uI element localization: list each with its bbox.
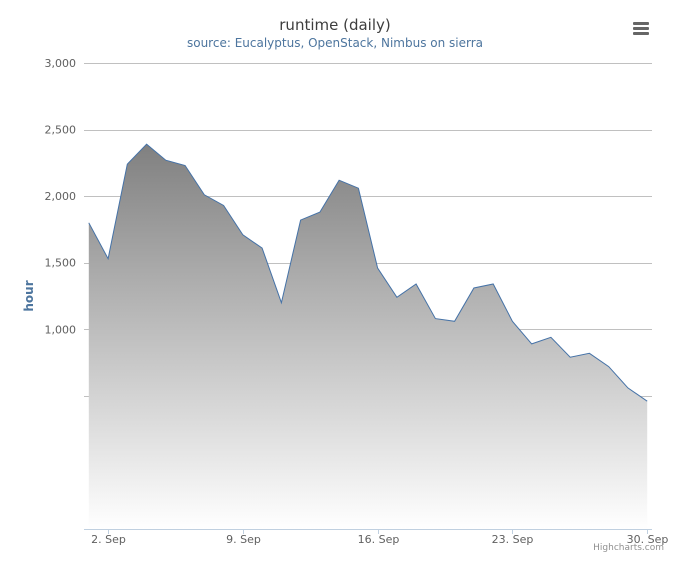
chart-title: runtime (daily) — [279, 16, 391, 34]
series-line[interactable] — [88, 143, 648, 402]
data-point[interactable] — [182, 163, 188, 169]
y-tick-label: 2,000 — [45, 190, 77, 203]
data-point[interactable] — [355, 185, 361, 191]
x-tick-label: 30. Sep — [627, 533, 669, 546]
x-tick-label: 9. Sep — [226, 533, 261, 546]
data-point[interactable] — [144, 141, 150, 147]
series-area — [86, 141, 650, 529]
data-point[interactable] — [375, 265, 381, 271]
y-tick-label: 1,500 — [45, 257, 77, 270]
data-point[interactable] — [644, 398, 650, 404]
data-point[interactable] — [259, 245, 265, 251]
chart-subtitle: source: Eucalyptus, OpenStack, Nimbus on… — [186, 36, 484, 50]
data-point[interactable] — [298, 217, 304, 223]
data-point[interactable] — [413, 281, 419, 287]
data-point[interactable] — [201, 192, 207, 198]
x-tick-label: 23. Sep — [492, 533, 534, 546]
x-tick-label: 16. Sep — [358, 533, 400, 546]
axes: 3,000 2,500 2,000 1,500 1,000 2. Sep 9. Sep 16.… — [45, 57, 669, 546]
export-menu-icon[interactable] — [628, 20, 654, 40]
data-point[interactable] — [278, 300, 284, 306]
data-point[interactable] — [163, 157, 169, 163]
data-point[interactable] — [567, 354, 573, 360]
data-point[interactable] — [394, 294, 400, 300]
data-point[interactable] — [86, 220, 92, 226]
data-point[interactable] — [606, 364, 612, 370]
data-point[interactable] — [432, 316, 438, 322]
data-point[interactable] — [509, 318, 515, 324]
data-point[interactable] — [529, 341, 535, 347]
y-tick-label: 1,000 — [45, 323, 77, 336]
data-point[interactable] — [317, 209, 323, 215]
y-axis-label: hour — [22, 280, 36, 311]
data-point[interactable] — [586, 350, 592, 356]
data-point[interactable] — [240, 232, 246, 238]
area-fill — [88, 144, 648, 529]
data-point[interactable] — [471, 285, 477, 291]
data-point[interactable] — [548, 334, 554, 340]
data-point[interactable] — [124, 161, 130, 167]
data-point[interactable] — [221, 203, 227, 209]
x-tick-label: 2. Sep — [91, 533, 126, 546]
credits-text[interactable]: Highcharts.com — [593, 543, 664, 553]
data-point[interactable] — [336, 177, 342, 183]
data-point[interactable] — [452, 318, 458, 324]
data-point[interactable] — [105, 256, 111, 262]
y-tick-label: 2,500 — [45, 124, 77, 137]
y-tick-label: 3,000 — [45, 57, 77, 70]
data-point[interactable] — [625, 385, 631, 391]
data-point[interactable] — [490, 281, 496, 287]
